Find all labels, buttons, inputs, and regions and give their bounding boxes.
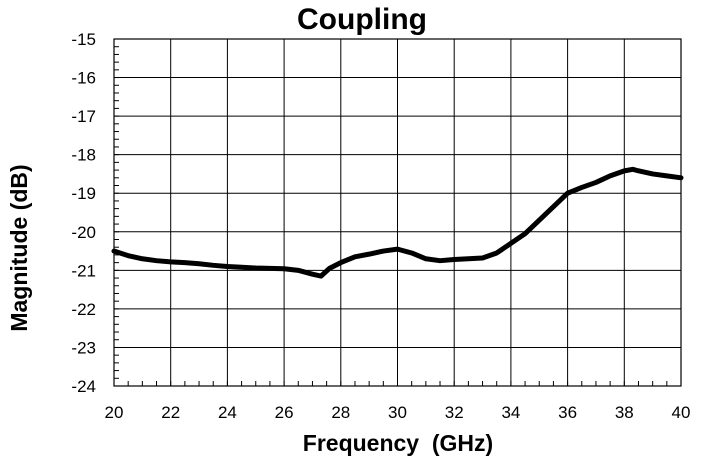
y-tick-label: -17 xyxy=(71,107,96,126)
x-tick-label: 30 xyxy=(388,403,407,422)
y-tick-label: -24 xyxy=(71,377,96,396)
x-tick-label: 22 xyxy=(161,403,180,422)
x-tick-label: 40 xyxy=(672,403,691,422)
x-tick-label: 28 xyxy=(331,403,350,422)
y-tick-label: -19 xyxy=(71,184,96,203)
x-axis: 20 22 24 26 28 30 32 34 36 38 40 xyxy=(105,381,691,422)
x-tick-label: 34 xyxy=(501,403,520,422)
x-tick-label: 38 xyxy=(615,403,634,422)
chart-title: Coupling xyxy=(297,3,427,36)
grid xyxy=(113,38,682,387)
y-tick-label: -22 xyxy=(71,300,96,319)
y-tick-label: -15 xyxy=(71,30,96,49)
y-axis: -15 -16 -17 -18 -19 -20 -21 -22 -23 -24 xyxy=(71,30,119,396)
y-tick-label: -20 xyxy=(71,223,96,242)
y-tick-label: -18 xyxy=(71,146,96,165)
series-line xyxy=(111,166,684,279)
y-tick-label: -21 xyxy=(71,261,96,280)
y-tick-label: -23 xyxy=(71,338,96,357)
x-tick-label: 24 xyxy=(218,403,237,422)
x-tick-label: 20 xyxy=(105,403,124,422)
x-tick-label: 32 xyxy=(445,403,464,422)
x-tick-label: 36 xyxy=(558,403,577,422)
y-axis-label: Magnitude (dB) xyxy=(6,164,32,331)
y-tick-label: -16 xyxy=(71,69,96,88)
x-axis-label: Frequency (GHz) xyxy=(303,430,493,456)
x-tick-label: 26 xyxy=(275,403,294,422)
